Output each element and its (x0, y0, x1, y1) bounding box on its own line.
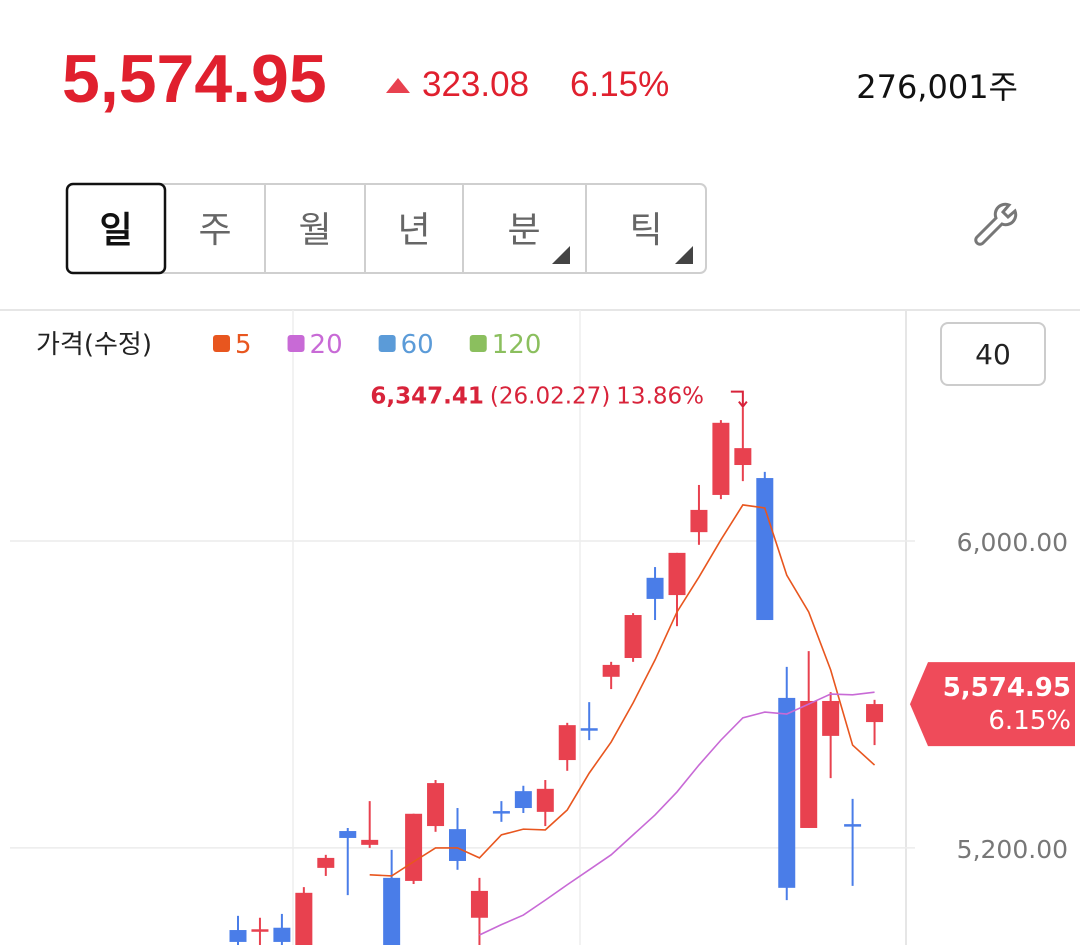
candle-body (778, 697, 796, 888)
tab-label[interactable]: 분 (507, 210, 540, 251)
change-pct: 6.15% (570, 65, 669, 104)
high-marker (730, 390, 748, 409)
candle-body (427, 783, 445, 827)
settings-icon[interactable] (974, 202, 1018, 246)
count-button-label: 40 (975, 338, 1011, 371)
up-arrow (386, 78, 410, 93)
legend-label: 5 (235, 330, 252, 360)
annotation-date: (26.02.27) (490, 384, 610, 410)
tab-selected[interactable] (65, 182, 167, 275)
volume: 276,001주 (856, 68, 1018, 106)
y-tick-label: 6,000.00 (957, 528, 1068, 557)
ma-line (479, 691, 875, 936)
count-button[interactable] (940, 322, 1046, 386)
tab-label[interactable]: 주 (198, 210, 231, 251)
y-tick-label: 5,200.00 (957, 835, 1068, 864)
high-annotation: 6,347.41 (26.02.27) 13.86% (370, 384, 704, 410)
tab-corner (552, 246, 570, 264)
tab-label[interactable]: 월 (298, 210, 331, 251)
candle-body (470, 890, 488, 918)
tab-label[interactable]: 틱 (629, 210, 662, 251)
legend-label: 20 (310, 330, 343, 360)
candle-body (405, 813, 423, 881)
candle-body (690, 509, 708, 533)
candle-body (756, 478, 774, 621)
candle-body (514, 791, 532, 809)
candle-body (624, 615, 642, 659)
candle-body (229, 930, 247, 942)
candle-body (800, 700, 818, 828)
price: 5,574.95 (62, 41, 327, 117)
legend-title: 가격(수정) (36, 330, 152, 360)
legend-label: 120 (492, 330, 542, 360)
price-tag-pct: 6.15% (988, 706, 1071, 736)
candle-body (646, 577, 664, 599)
tab-dividers (264, 185, 587, 272)
candle-body (712, 422, 730, 495)
candle-body (668, 552, 686, 596)
price-tag-label: 5,574.95 (943, 673, 1071, 703)
candle-body (536, 788, 554, 812)
candle-body (273, 927, 291, 942)
tab-label[interactable]: 년 (397, 210, 430, 251)
ma-line (369, 504, 876, 877)
candle-body (383, 877, 401, 945)
candle-body (580, 728, 598, 731)
change: 323.08 (422, 65, 529, 104)
legend-swatch (213, 335, 230, 352)
candle-body (449, 829, 466, 861)
candle-body (866, 704, 884, 723)
annotation-pct: 13.86% (616, 384, 704, 410)
candle-body (361, 839, 379, 845)
candle-body (602, 664, 620, 677)
legend-swatch (287, 335, 305, 352)
annotation-value: 6,347.41 (370, 384, 484, 410)
price-tag (910, 662, 1075, 747)
candle-body (339, 831, 357, 838)
tab-corner (675, 246, 693, 264)
candle-body (734, 448, 752, 466)
legend-label: 60 (401, 330, 434, 360)
candle-body (558, 725, 576, 761)
candle-body (251, 929, 269, 932)
candle-body (295, 892, 313, 945)
candle-body (492, 811, 510, 814)
candle-body (822, 700, 840, 736)
candle-body (844, 824, 862, 827)
legend-swatch (378, 335, 396, 352)
legend-swatch (469, 335, 487, 352)
candle-body (317, 857, 335, 868)
tab-label[interactable]: 일 (99, 210, 132, 251)
